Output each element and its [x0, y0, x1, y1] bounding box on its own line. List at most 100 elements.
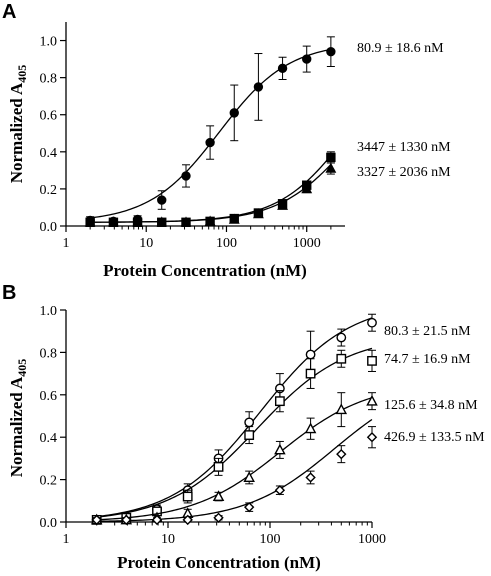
- panel-b-y-tick-label: 0.4: [40, 431, 58, 446]
- panel-a-data-point: [204, 215, 216, 226]
- panel-b-data-point: [305, 472, 316, 483]
- panel-a: A 0.0 0.2 0.4 0.6 0.8 1.0 1 10 100 1000 80.9 ± 18…: [2, 1, 451, 280]
- panel-b-data-point: [305, 349, 316, 360]
- panel-a-kd-annotation: 3447 ± 1330 nM: [357, 140, 451, 155]
- panel-a-letter: A: [2, 1, 16, 23]
- panel-a-series-2: 3447 ± 1330 nM: [85, 140, 451, 227]
- panel-b-x-tick-label: 100: [260, 532, 281, 547]
- panel-b-data-point: [212, 490, 225, 502]
- panel-a-ticks: 0.0 0.2 0.4 0.6 0.8 1.0 1 10 100 1000: [40, 35, 332, 251]
- panel-b-kd-annotation: 80.3 ± 21.5 nM: [384, 324, 471, 339]
- panel-b-x-tick-label: 1000: [358, 532, 386, 547]
- panel-b-y-tick-label: 1.0: [40, 304, 58, 319]
- panel-b-y-tick-label: 0.2: [40, 474, 58, 489]
- panel-a-series-3: 3327 ± 2036 nM: [84, 162, 451, 227]
- panel-a-data-point: [229, 108, 239, 118]
- panel-a-x-tick-label: 1000: [293, 236, 321, 251]
- panel-b-data-point: [121, 514, 132, 526]
- panel-b-data-point: [304, 422, 317, 434]
- panel-b-data-point: [182, 491, 193, 502]
- panel-a-data-point: [205, 137, 215, 148]
- panel-b-series-4: 426.9 ± 133.5 nM: [91, 418, 485, 526]
- panel-a-data-point: [253, 82, 264, 92]
- panel-a-y-axis-title: Normalized A405: [7, 65, 29, 184]
- panel-a-y-tick-label: 1.0: [40, 35, 58, 50]
- panel-a-data-point: [228, 213, 240, 224]
- panel-a-data-point: [180, 216, 192, 227]
- panel-b-data-point: [336, 448, 347, 460]
- panel-b: B 0.0 0.2 0.4 0.6 0.8 1.0 1 10 100 1000 80.3 ± 21…: [2, 282, 485, 572]
- panel-b-data-point: [213, 512, 224, 523]
- panel-a-data-point: [277, 199, 288, 210]
- panel-a-y-axis-title-main: Normalized A: [7, 82, 26, 183]
- panel-a-data-point: [325, 162, 337, 173]
- panel-a-kd-annotation: 3327 ± 2036 nM: [357, 165, 451, 180]
- panel-a-series-1: 80.9 ± 18.6 nM: [85, 36, 444, 227]
- panel-b-letter: B: [2, 282, 16, 304]
- panel-a-series: 80.9 ± 18.6 nM 3447 ± 1330 nM 3327 ± 2036 …: [84, 36, 451, 227]
- panel-b-data-point: [243, 471, 255, 482]
- panel-a-fit-curve: [90, 164, 332, 223]
- panel-b-data-point: [151, 514, 163, 526]
- panel-b-data-point: [274, 396, 285, 407]
- panel-b-data-point: [244, 417, 255, 428]
- panel-b-y-tick-label: 0.8: [40, 346, 58, 361]
- panel-a-x-tick-label: 10: [139, 236, 153, 251]
- panel-b-data-point: [367, 355, 377, 366]
- panel-a-y-tick-label: 0.6: [40, 109, 58, 124]
- panel-b-kd-annotation: 125.6 ± 34.8 nM: [384, 398, 478, 413]
- panel-a-data-point: [252, 208, 264, 219]
- panel-a-data-point: [301, 183, 313, 194]
- panel-b-y-axis-title: Normalized A405: [7, 359, 29, 478]
- panel-a-data-point: [156, 216, 168, 227]
- panel-b-data-point: [213, 461, 224, 472]
- panel-b-series-3: 125.6 ± 34.8 nM: [90, 392, 478, 525]
- panel-a-data-point: [181, 171, 191, 181]
- panel-a-data-point: [132, 216, 144, 227]
- panel-a-x-tick-label: 1: [63, 236, 70, 251]
- panel-a-data-point: [302, 54, 312, 64]
- panel-b-x-axis-title: Protein Concentration (nM): [117, 553, 321, 572]
- panel-b-data-point: [274, 485, 286, 496]
- panel-b-x-tick-label: 1: [63, 532, 70, 547]
- panel-a-y-tick-label: 0.2: [40, 183, 58, 198]
- panel-b-data-point: [336, 332, 347, 343]
- panel-b-fit-curve: [96, 418, 373, 522]
- panel-a-y-tick-label: 0.8: [40, 72, 58, 87]
- panel-b-data-point: [243, 501, 255, 513]
- panel-a-y-axis-title-subscript: 405: [15, 65, 29, 83]
- panel-a-data-point: [277, 63, 288, 74]
- panel-b-y-axis-title-subscript: 405: [15, 359, 29, 377]
- panel-b-data-point: [367, 317, 377, 328]
- panel-b-data-point: [244, 430, 255, 440]
- panel-b-ticks: 0.0 0.2 0.4 0.6 0.8 1.0 1 10 100 1000: [40, 304, 387, 547]
- panel-a-data-point: [326, 46, 336, 57]
- panel-a-x-axis-title: Protein Concentration (nM): [103, 261, 307, 280]
- panel-a-fit-curve: [90, 155, 332, 223]
- panel-b-data-point: [274, 443, 286, 455]
- panel-b-kd-annotation: 74.7 ± 16.9 nM: [384, 352, 471, 367]
- panel-b-data-point: [182, 514, 193, 526]
- panel-b-data-point: [366, 432, 378, 443]
- panel-b-fit-curve: [96, 317, 373, 518]
- panel-a-data-point: [157, 195, 167, 205]
- panel-b-data-point: [335, 403, 348, 415]
- panel-b-y-tick-label: 0.0: [40, 516, 58, 531]
- panel-b-fit-curve: [96, 397, 373, 521]
- panel-a-x-tick-label: 100: [216, 236, 237, 251]
- panel-b-x-tick-label: 10: [161, 532, 175, 547]
- panel-a-y-tick-label: 0.0: [40, 220, 58, 235]
- panel-b-data-point: [366, 394, 378, 406]
- panel-a-kd-annotation: 80.9 ± 18.6 nM: [357, 41, 444, 56]
- panel-b-series: 80.3 ± 21.5 nM 74.7 ± 16.9 nM 125.6 ± 34.8…: [90, 313, 485, 526]
- panel-b-fit-curve: [96, 347, 373, 518]
- panel-b-kd-annotation: 426.9 ± 133.5 nM: [384, 430, 485, 445]
- panel-a-data-point: [107, 216, 119, 227]
- panel-a-data-point: [326, 152, 336, 163]
- panel-a-y-tick-label: 0.4: [40, 146, 58, 161]
- panel-a-data-point: [84, 216, 96, 227]
- panel-b-y-tick-label: 0.6: [40, 389, 58, 404]
- panel-b-data-point: [336, 353, 347, 364]
- panel-b-data-point: [91, 514, 102, 526]
